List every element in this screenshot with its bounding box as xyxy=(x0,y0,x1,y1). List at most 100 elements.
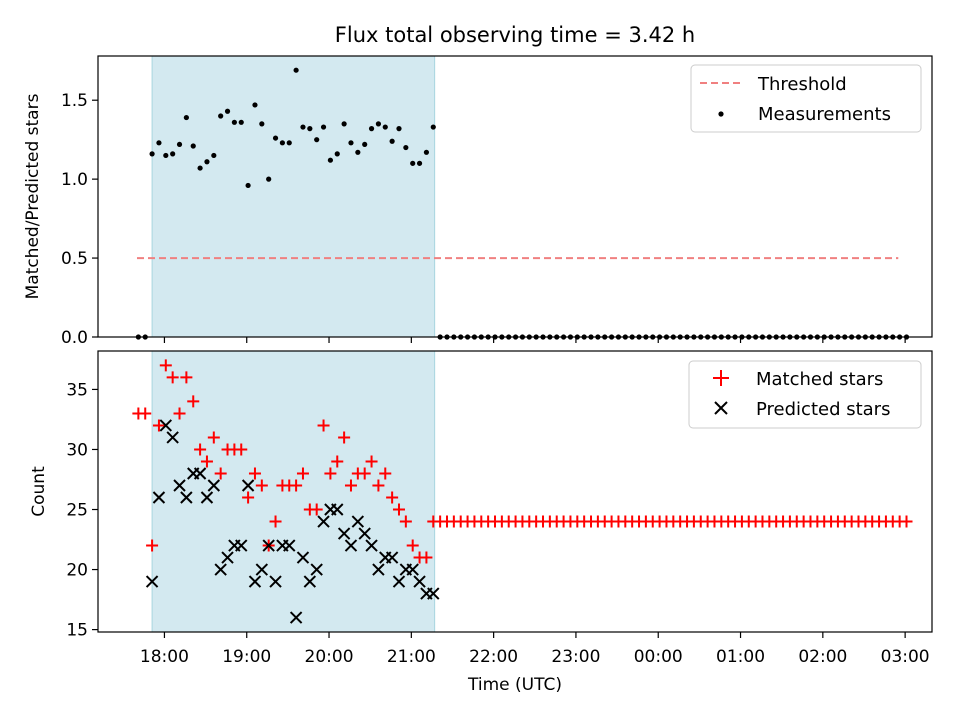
matched-star-point xyxy=(365,455,378,468)
measurements-legend-swatch xyxy=(718,111,724,117)
matched-star-point xyxy=(200,455,213,468)
top-legend-box xyxy=(690,64,922,133)
predicted-star-point xyxy=(392,575,406,588)
matched-star-point xyxy=(290,479,303,492)
x-tick-label: 21:00 xyxy=(387,647,436,667)
matched-star-point xyxy=(406,539,419,552)
measurement-point xyxy=(156,140,162,146)
measurement-point xyxy=(382,124,388,130)
predicted-star-point xyxy=(296,551,310,564)
measurement-point xyxy=(430,124,436,130)
x-tick-label: 20:00 xyxy=(305,647,354,667)
top-y-tick-label: 1.5 xyxy=(61,91,88,111)
matched-star-point xyxy=(317,419,330,432)
predicted-star-point xyxy=(365,539,378,552)
matched-star-point xyxy=(296,467,309,480)
measurement-point xyxy=(410,160,416,166)
measurement-point xyxy=(259,121,265,127)
predicted-star-point xyxy=(152,491,166,504)
x-tick-label: 19:00 xyxy=(222,647,271,667)
predicted-star-point xyxy=(337,527,351,540)
matched-star-point xyxy=(379,467,392,480)
measurements-legend-label: Measurements xyxy=(758,104,891,125)
predicted-star-point xyxy=(255,563,269,576)
measurement-point xyxy=(252,102,258,108)
measurement-point xyxy=(238,119,244,125)
predicted-star-point xyxy=(166,431,179,444)
matched-star-point xyxy=(207,431,220,444)
measurement-point xyxy=(170,151,176,157)
matched-star-point xyxy=(344,479,357,492)
predicted-star-point xyxy=(303,575,317,588)
predicted-star-point xyxy=(385,551,399,564)
top-legend: Threshold Measurements xyxy=(690,64,922,133)
matched-star-point xyxy=(331,455,344,468)
measurement-point xyxy=(245,182,251,189)
matched-star-point xyxy=(242,491,255,504)
matched-star-point xyxy=(187,395,200,408)
measurement-point xyxy=(293,67,299,73)
matched-star-point xyxy=(269,515,282,528)
predicted-star-point xyxy=(344,539,358,552)
predicted-star-point xyxy=(283,539,296,552)
predicted-star-point xyxy=(289,611,303,624)
predicted-star-point xyxy=(372,563,385,576)
matched-star-point xyxy=(372,479,385,492)
x-tick-label: 01:00 xyxy=(716,647,765,667)
measurement-point xyxy=(389,138,395,144)
matched-star-point xyxy=(358,467,371,480)
predicted-star-point xyxy=(317,515,330,528)
predicted-star-point xyxy=(193,467,207,480)
measurement-point xyxy=(403,144,409,151)
measurement-point xyxy=(218,113,224,119)
matched-star-point xyxy=(214,467,227,480)
matched-star-point xyxy=(194,443,207,456)
measurement-point xyxy=(368,126,375,132)
top-observing-window xyxy=(151,55,436,338)
measurement-point xyxy=(183,114,189,121)
predicted-star-point xyxy=(145,575,159,588)
matched-star-point xyxy=(159,359,172,372)
predicted-star-point xyxy=(262,539,275,552)
matched-star-point xyxy=(310,503,323,516)
measurement-point xyxy=(348,140,354,146)
bottom-observing-window xyxy=(151,350,436,633)
predicted-star-point xyxy=(413,575,426,588)
matched-star-point xyxy=(392,503,405,516)
predicted-star-point xyxy=(180,491,193,504)
predicted-star-point xyxy=(248,575,262,588)
measurement-point xyxy=(334,151,340,157)
measurement-point xyxy=(416,160,423,166)
measurement-point xyxy=(286,140,292,146)
bottom-y-tick-label: 25 xyxy=(66,501,88,521)
matched-star-point xyxy=(139,407,152,420)
predicted-star-point xyxy=(173,479,186,492)
top-y-axis-label: Matched/Predicted stars xyxy=(23,93,43,299)
bottom-y-tick-label: 35 xyxy=(66,380,88,400)
measurement-point xyxy=(190,143,196,149)
predicted-star-point xyxy=(406,563,419,576)
matched-star-point xyxy=(235,443,248,456)
top-plot-frame xyxy=(97,55,933,338)
top-panel: 0.0 0.5 1.0 1.5 Matched/Predicted stars Thr… xyxy=(23,55,933,348)
top-y-tick-label: 0.5 xyxy=(61,249,88,269)
matched-star-point xyxy=(248,467,261,480)
measurement-point xyxy=(307,126,313,132)
predicted-legend-swatch xyxy=(714,401,728,415)
measurement-point xyxy=(341,121,347,127)
x-tick-label: 03:00 xyxy=(881,647,930,667)
predicted-star-point xyxy=(235,539,248,552)
bottom-y-axis-label: Count xyxy=(29,466,49,517)
measurement-point xyxy=(163,152,169,159)
measurement-point xyxy=(355,149,361,155)
measurement-point xyxy=(320,124,327,130)
x-tick-label: 00:00 xyxy=(634,647,683,667)
bottom-plot-frame xyxy=(97,350,933,633)
matched-star-point xyxy=(324,467,337,480)
measurement-point xyxy=(224,108,231,114)
measurement-point xyxy=(375,121,382,127)
matched-star-point xyxy=(338,431,351,444)
measurement-point xyxy=(211,152,217,159)
x-tick-label: 18:00 xyxy=(140,647,189,667)
